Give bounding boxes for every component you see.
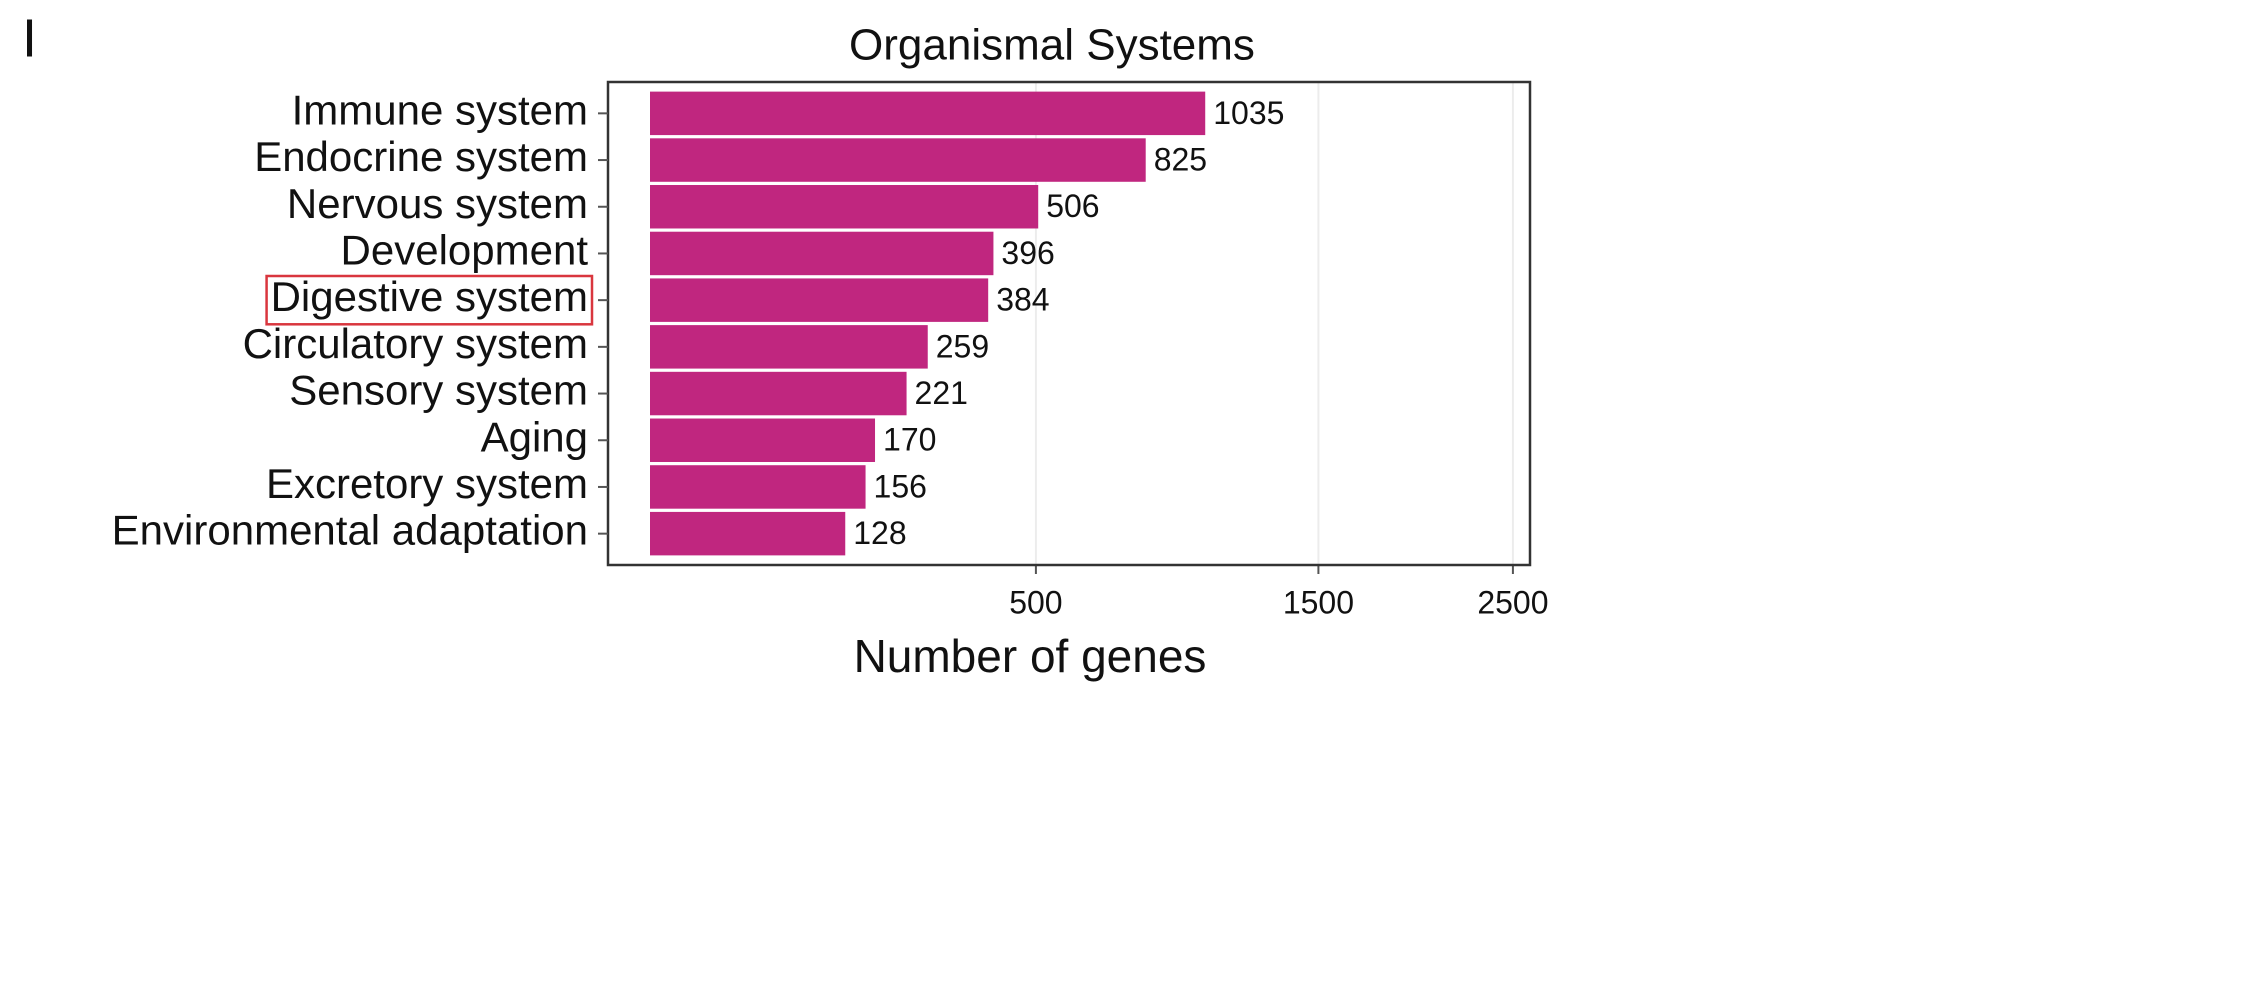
plot-frame: [606, 80, 1532, 567]
y-tick-label: Sensory system: [289, 367, 588, 414]
value-label: 156: [874, 468, 927, 504]
y-tick-label: Digestive system: [271, 273, 588, 320]
bar: [650, 418, 876, 462]
y-tick-label: Circulatory system: [243, 320, 588, 367]
bar: [650, 371, 907, 416]
chart-title: Organismal Systems: [849, 21, 1255, 70]
y-tick-label: Aging: [481, 413, 588, 460]
value-label: 170: [883, 422, 936, 458]
bar: [650, 325, 928, 369]
highlight-box: [265, 274, 594, 326]
y-tick-label: Excretory system: [266, 460, 588, 507]
x-tick-label: 1500: [1283, 584, 1354, 620]
value-label: 825: [1154, 142, 1207, 178]
value-label: 221: [915, 375, 968, 411]
panel-label: I: [22, 8, 37, 68]
value-label: 506: [1046, 188, 1099, 224]
bar: [650, 138, 1146, 182]
bar: [650, 91, 1206, 136]
bar: [650, 185, 1039, 229]
y-tick-label: Endocrine system: [254, 133, 588, 180]
value-label: 128: [853, 515, 906, 551]
value-label: 1035: [1213, 95, 1284, 131]
bar: [650, 511, 846, 556]
x-tick-label: 2500: [1477, 584, 1548, 620]
x-tick-label: 500: [1009, 584, 1062, 620]
y-tick-label: Immune system: [292, 86, 588, 133]
bar: [650, 231, 994, 276]
value-label: 384: [996, 282, 1049, 318]
y-tick-label: Development: [341, 227, 589, 274]
value-label: 259: [936, 328, 989, 364]
y-tick-label: Nervous system: [287, 180, 588, 227]
bar: [650, 278, 989, 322]
bar: [650, 465, 866, 509]
x-axis-label: Number of genes: [854, 630, 1207, 682]
value-label: 396: [1001, 235, 1054, 271]
y-tick-label: Environmental adaptation: [112, 507, 588, 554]
